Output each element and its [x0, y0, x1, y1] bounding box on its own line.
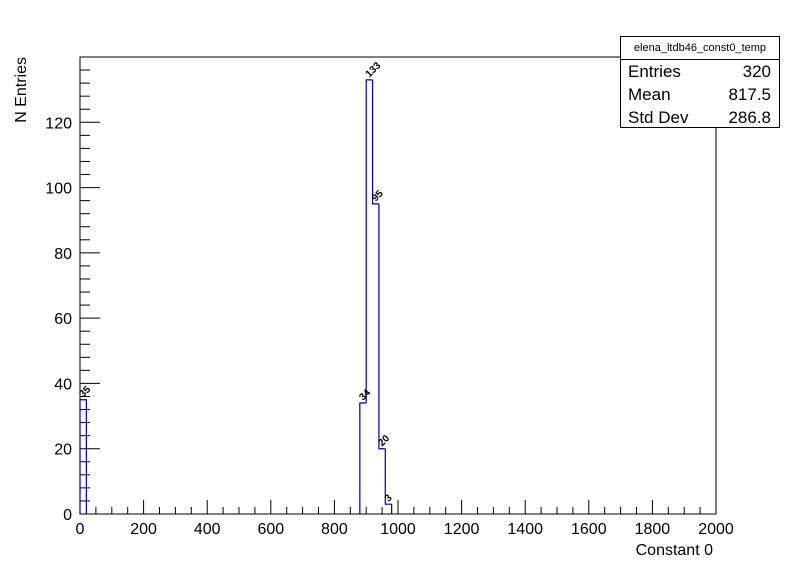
- stats-row-mean: Mean 817.5: [621, 83, 779, 106]
- x-axis-label: Constant 0: [636, 542, 713, 559]
- histogram-bin: [365, 79, 373, 404]
- histogram-bin: [359, 402, 367, 514]
- histogram-bin: [371, 79, 379, 205]
- stats-value: 320: [742, 62, 771, 81]
- stats-row-entries: Entries 320: [621, 60, 779, 83]
- stats-label: Mean: [628, 85, 671, 104]
- y-axis-label: N Entries: [13, 57, 30, 123]
- x-tick-label: 2000: [698, 521, 734, 538]
- stats-title: elena_ltdb46_const0_temp: [621, 37, 779, 60]
- y-tick-label: 40: [54, 376, 72, 393]
- tick-labels: 0 200 400 600 800 1000 1200 1400 1600 1800 2000 0 20…: [45, 115, 734, 538]
- y-tick-label: 20: [54, 442, 72, 459]
- x-tick-label: 400: [194, 521, 221, 538]
- stats-label: Entries: [628, 62, 681, 81]
- bin-value-label: 133: [364, 60, 384, 80]
- x-tick-label: 1600: [571, 521, 607, 538]
- x-tick-label: 600: [257, 521, 284, 538]
- bin-value-label: 3: [383, 492, 395, 504]
- y-tick-label: 0: [63, 507, 72, 524]
- x-tick-label: 200: [130, 521, 157, 538]
- stats-value: 286.8: [728, 108, 771, 127]
- stats-row-stddev: Std Dev 286.8: [621, 106, 779, 129]
- histogram-bin: [378, 203, 386, 450]
- x-tick-label: 1200: [444, 521, 480, 538]
- x-tick-label: 800: [321, 521, 348, 538]
- bin-value-label: 34: [357, 387, 373, 403]
- y-tick-label: 120: [45, 115, 72, 132]
- x-tick-label: 0: [76, 521, 85, 538]
- axis-ticks: [79, 56, 717, 515]
- histogram-bars: [79, 79, 393, 514]
- stats-value: 817.5: [728, 85, 771, 104]
- stats-label: Std Dev: [628, 108, 689, 127]
- histogram-bin: [384, 448, 393, 514]
- y-tick-label: 60: [54, 311, 72, 328]
- x-tick-label: 1000: [380, 521, 416, 538]
- x-tick-label: 1400: [507, 521, 543, 538]
- x-tick-label: 1800: [635, 521, 671, 538]
- y-tick-label: 100: [45, 181, 72, 198]
- y-tick-label: 80: [54, 246, 72, 263]
- histogram-bin: [79, 399, 87, 514]
- stats-box: elena_ltdb46_const0_temp Entries 320 Mea…: [620, 36, 780, 128]
